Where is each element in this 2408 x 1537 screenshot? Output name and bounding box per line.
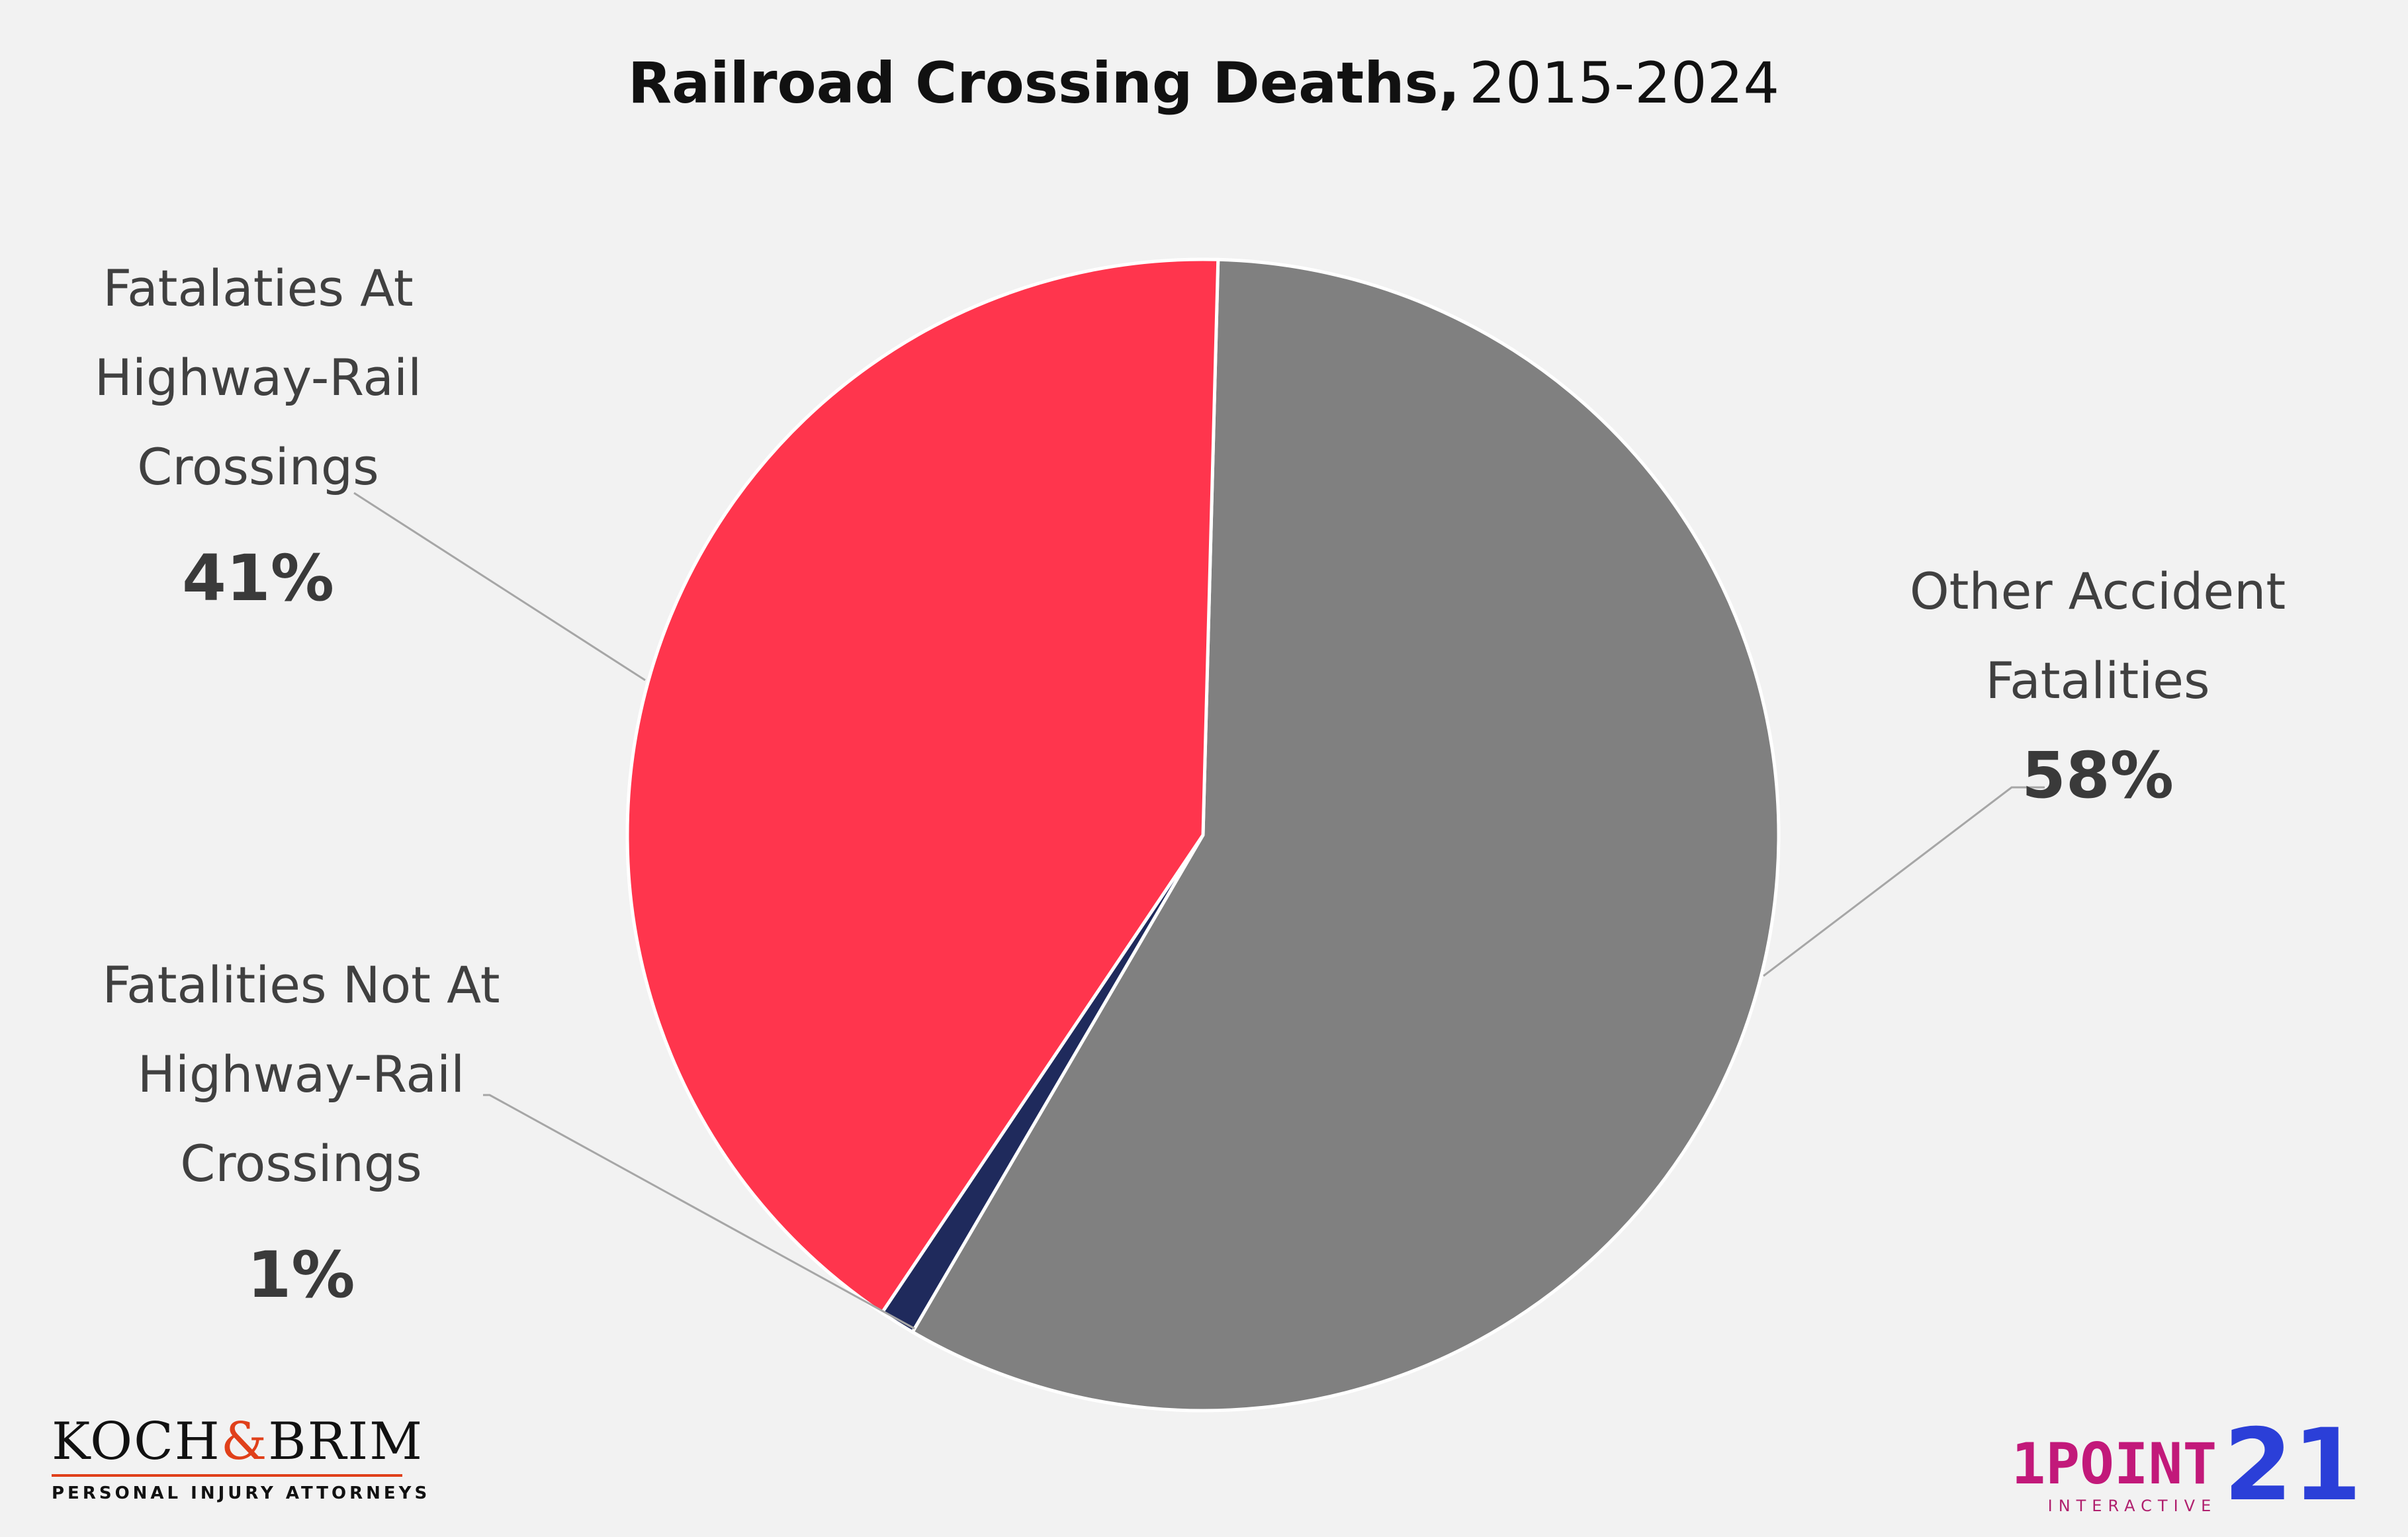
slice-label-2-line-0: Fatalaties At	[103, 259, 413, 318]
koch-brim-tagline: PERSONAL INJURY ATTORNEYS	[52, 1483, 431, 1503]
slice-percent-0: 58%	[2022, 738, 2174, 812]
pie-slice-2	[625, 257, 1220, 1315]
koch-brim-rule	[52, 1474, 402, 1477]
koch-brim-name: KOCH&BRIM	[52, 1412, 424, 1471]
slice-label-2-line-2: Crossings	[137, 437, 379, 496]
koch-brim-logo: KOCH&BRIM PERSONAL INJURY ATTORNEYS	[52, 1416, 430, 1503]
slice-percent-2: 41%	[182, 541, 334, 615]
leader-line-2	[353, 492, 646, 681]
slice-percent-1: 1%	[247, 1238, 355, 1312]
slice-label-0-line-0: Other Accident	[1910, 562, 2286, 621]
chart-title: Railroad Crossing Deaths, 2015-2024	[628, 50, 1779, 116]
slice-label-1-line-0: Fatalities Not At	[102, 955, 500, 1014]
pie-slices	[625, 257, 1781, 1413]
slice-label-1-line-1: Highway-Rail	[138, 1045, 465, 1104]
leader-line-0	[1763, 786, 2045, 977]
slice-label-1-line-2: Crossings	[180, 1134, 422, 1193]
slice-label-2-line-1: Highway-Rail	[95, 348, 422, 407]
1point21-word: 1POINT	[2011, 1431, 2217, 1497]
slice-label-0-line-1: Fatalities	[1985, 651, 2209, 710]
chart-title-main: Railroad Crossing Deaths,	[628, 50, 1460, 116]
leader-lines	[353, 492, 2045, 1330]
chart-title-years: 2015-2024	[1469, 50, 1779, 116]
1point21-interactive: INTERACTIVE	[2047, 1497, 2217, 1515]
pie-slice-0	[910, 257, 1781, 1413]
leader-line-1	[483, 1094, 915, 1330]
1point21-number: 21	[2223, 1408, 2362, 1523]
1point21-logo: 1POINT INTERACTIVE 21	[2012, 1416, 2362, 1515]
slice-labels: Other Accident Fatalities 58% Fatalities No…	[95, 259, 2286, 1312]
